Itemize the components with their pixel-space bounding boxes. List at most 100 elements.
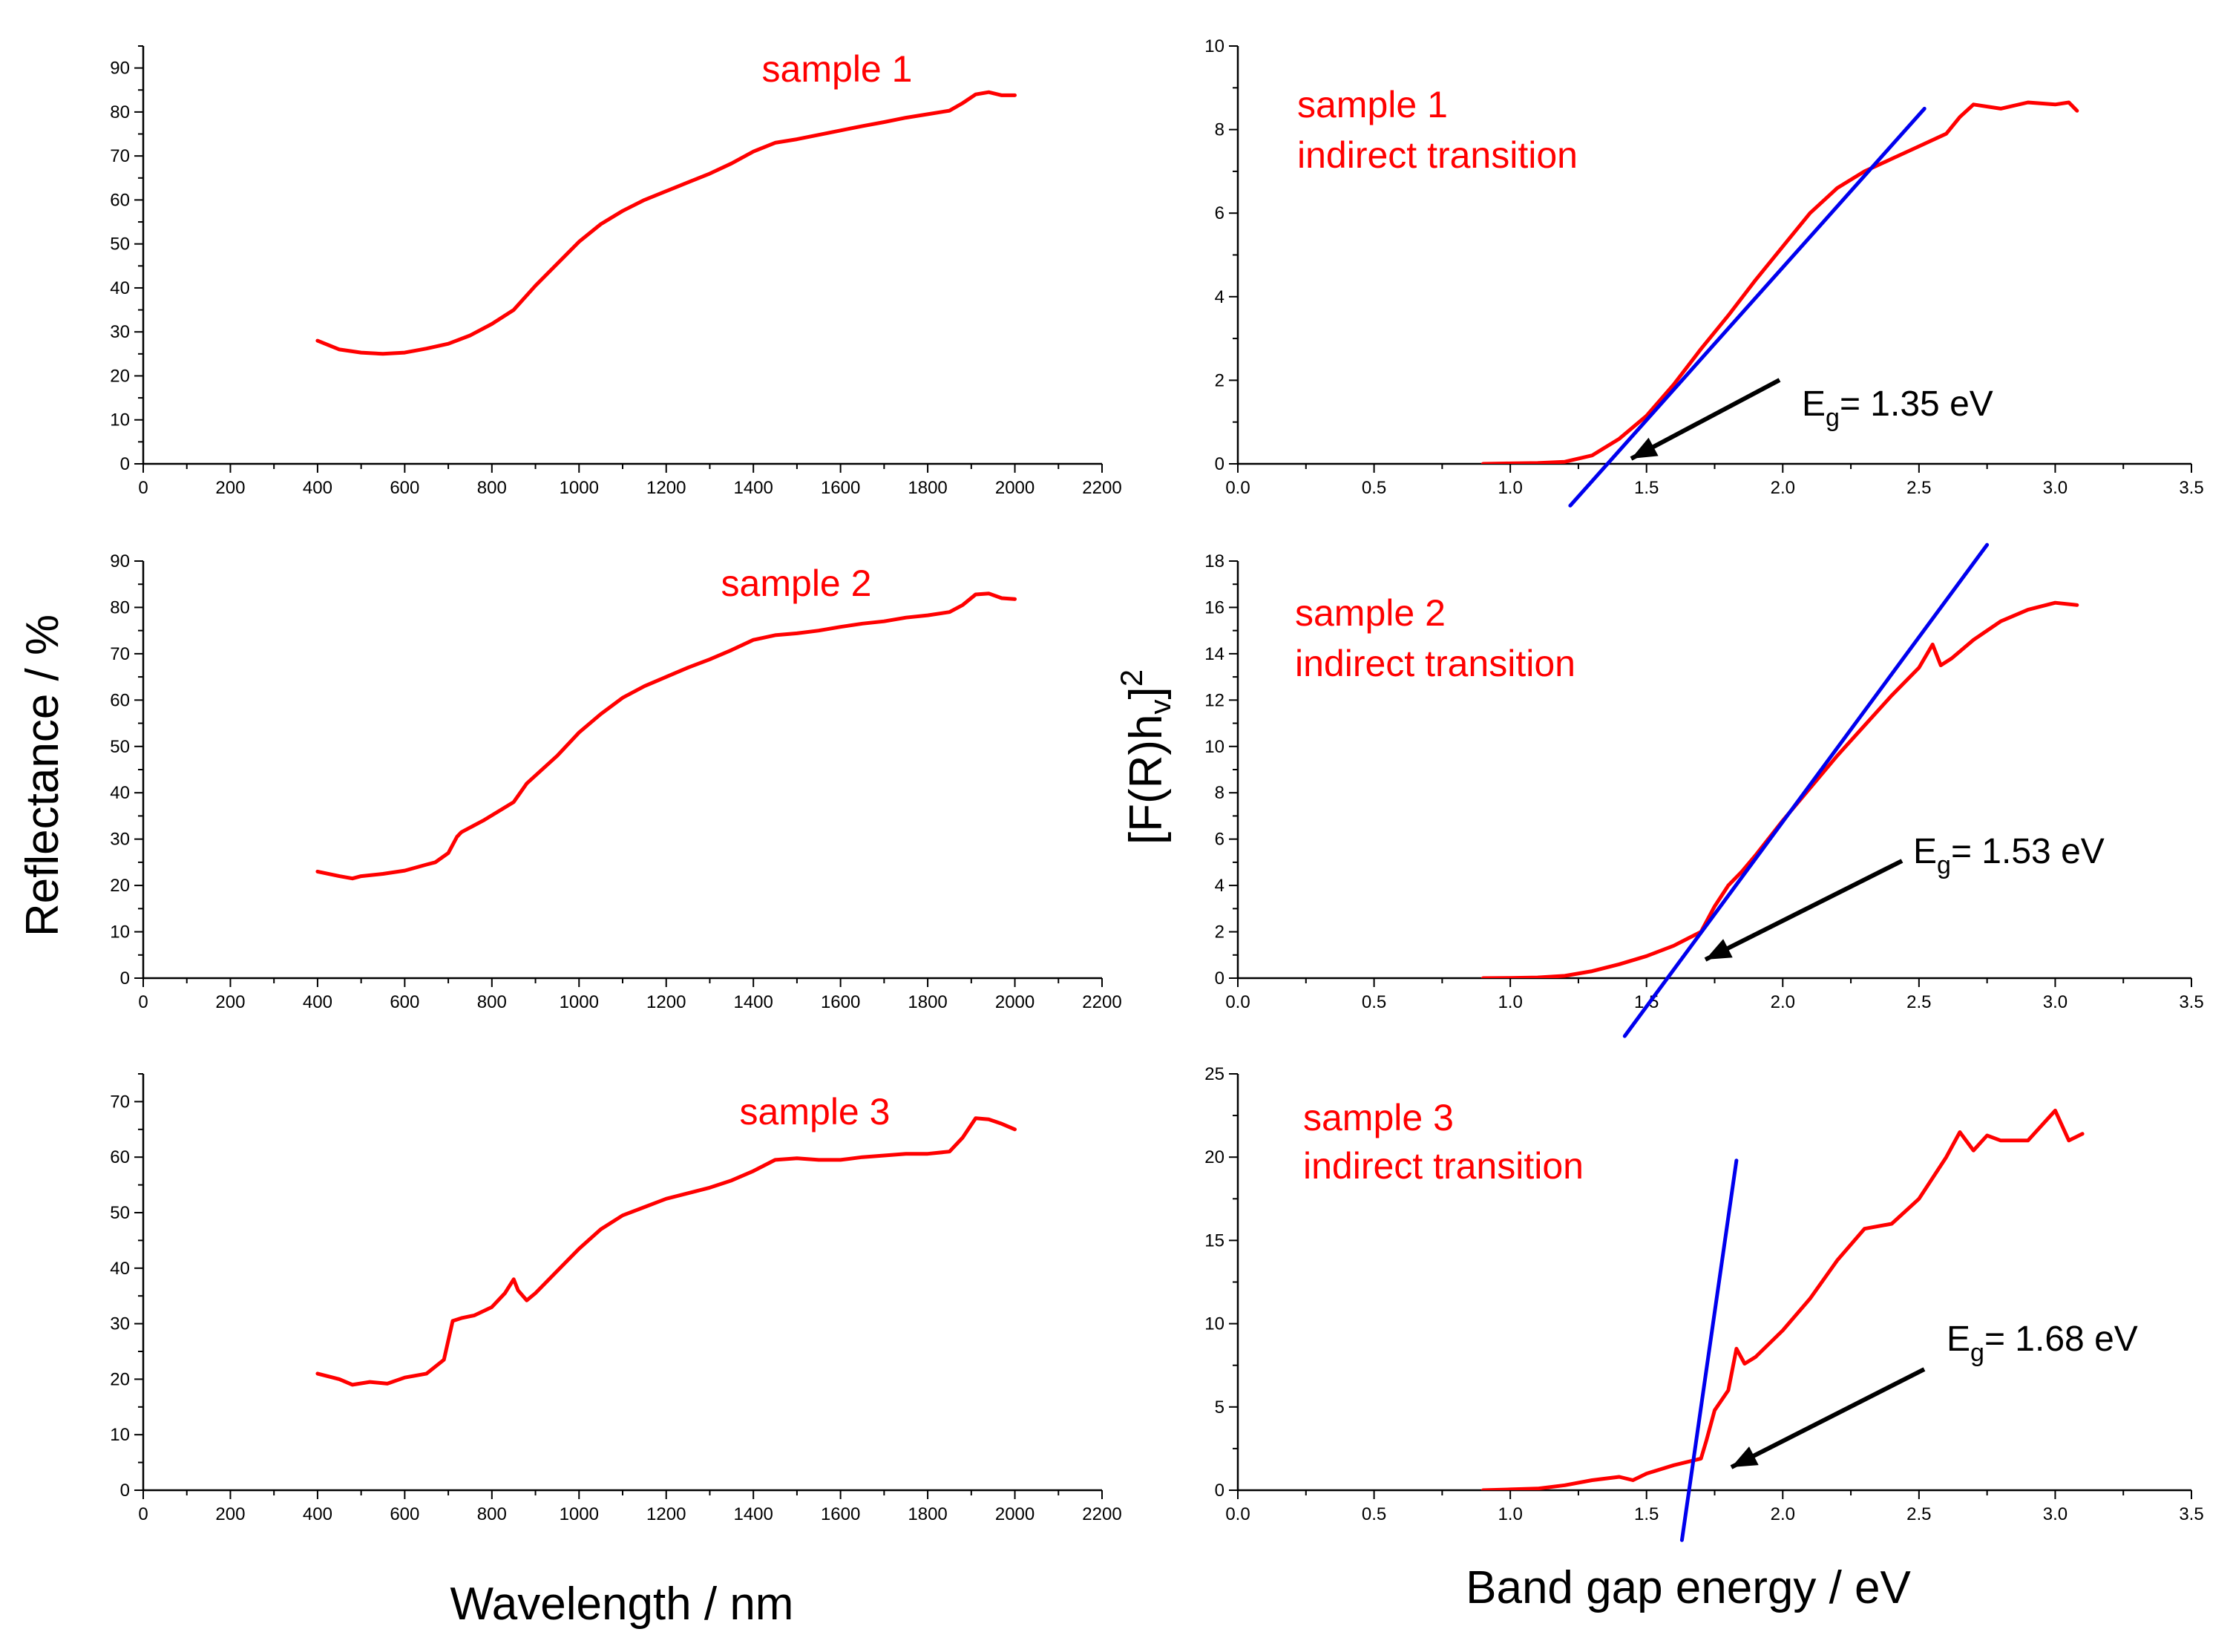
- tauc-axis-title-nu: v: [1144, 699, 1177, 714]
- tauc-3-annot-g: g: [1970, 1339, 1984, 1367]
- refl-3-ytick-label: 0: [120, 1481, 130, 1501]
- refl-3-xtick-label: 1400: [733, 1504, 773, 1524]
- refl-1-xtick-label: 400: [303, 478, 332, 498]
- refl-1-panel: 0 200 400 600 800 1000 1200 1400 1600 1800 2000 220…: [110, 45, 1122, 498]
- refl-3-xtick-label: 1200: [646, 1504, 686, 1524]
- refl-3-data-line: [315, 1116, 1017, 1387]
- tauc-3-data-line: [1481, 1108, 2085, 1490]
- tauc-2-ytick-label: 16: [1204, 597, 1224, 617]
- tauc-1-panel: 0.0 0.5 1.0 1.5 2.0 2.5 3.0 3.5 0 2 4 6 8 10 sample 1 i…: [1204, 36, 2204, 508]
- tauc-2-xtick-label: 2.0: [1771, 992, 1795, 1012]
- tauc-2-xtick-label: 0.5: [1362, 992, 1386, 1012]
- refl-2-ytick-label: 90: [110, 551, 130, 571]
- refl-2-xtick-label: 2200: [1082, 992, 1121, 1012]
- refl-2-xtick-label: 1600: [821, 992, 860, 1012]
- refl-3-ytick-label: 10: [110, 1425, 130, 1445]
- tauc-1-xtick-label: 2.5: [1906, 478, 1931, 498]
- tauc-1-ytick-label: 6: [1215, 203, 1224, 223]
- refl-3-xtick-label: 1600: [821, 1504, 860, 1524]
- tauc-3-ytick-label: 20: [1204, 1147, 1224, 1167]
- tauc-3-subtitle: indirect transition: [1303, 1145, 1584, 1187]
- refl-3-xtick-label: 2200: [1082, 1504, 1121, 1524]
- tauc-3-ytick-label: 10: [1204, 1314, 1224, 1334]
- tauc-1-annot-value: = 1.35 eV: [1840, 384, 1993, 424]
- tauc-2-annot-g: g: [1937, 851, 1951, 879]
- tauc-1-ytick-label: 0: [1215, 454, 1224, 474]
- refl-2-xtick-label: 600: [390, 992, 419, 1012]
- tauc-2-ytick-label: 0: [1215, 968, 1224, 989]
- refl-2-ytick-label: 30: [110, 830, 130, 850]
- tauc-3-ytick-label: 0: [1215, 1481, 1224, 1501]
- refl-1-ytick-label: 90: [110, 59, 130, 79]
- tauc-2-xtick-label: 3.5: [2179, 992, 2203, 1012]
- tauc-3-xtick-label: 0.0: [1225, 1504, 1250, 1524]
- refl-2-xtick-label: 1200: [646, 992, 686, 1012]
- tauc-1-arrow-head: [1631, 437, 1659, 459]
- tauc-3-arrow-head: [1731, 1446, 1759, 1467]
- tauc-1-annot-e: E: [1802, 384, 1826, 424]
- tauc-3-fit-line: [1679, 1158, 1739, 1542]
- tauc-1-xtick-label: 2.0: [1771, 478, 1795, 498]
- tauc-1-xtick-label: 3.0: [2043, 478, 2068, 498]
- refl-1-ytick-label: 50: [110, 235, 130, 255]
- refl-1-ytick-label: 10: [110, 410, 130, 430]
- refl-3-xtick-label: 200: [215, 1504, 245, 1524]
- refl-1-xtick-label: 1200: [646, 478, 686, 498]
- refl-3-ytick-label: 70: [110, 1092, 130, 1112]
- refl-3-title: sample 3: [740, 1091, 891, 1133]
- refl-1-xtick-label: 2200: [1082, 478, 1121, 498]
- tauc-1-fit-line: [1568, 106, 1927, 508]
- tauc-1-xtick-label: 0.0: [1225, 478, 1250, 498]
- tauc-2-xtick-label: 3.0: [2043, 992, 2068, 1012]
- refl-1-ytick-label: 60: [110, 190, 130, 210]
- tauc-1-ytick-label: 8: [1215, 120, 1224, 140]
- refl-2-xtick-label: 1000: [560, 992, 599, 1012]
- tauc-2-ytick-label: 10: [1204, 737, 1224, 757]
- refl-1-xtick-label: 1600: [821, 478, 860, 498]
- tauc-3-xtick-label: 0.5: [1362, 1504, 1386, 1524]
- tauc-1-title: sample 1: [1297, 84, 1448, 125]
- tauc-2-ytick-label: 12: [1204, 690, 1224, 710]
- refl-2-ytick-label: 70: [110, 644, 130, 664]
- tauc-2-band-gap-annotation: Eg= 1.53 eV: [1913, 832, 2105, 879]
- refl-3-xtick-label: 600: [390, 1504, 419, 1524]
- refl-1-xtick-label: 200: [215, 478, 245, 498]
- tauc-2-xtick-label: 0.0: [1225, 992, 1250, 1012]
- band-gap-axis-title: Band gap energy / eV: [1466, 1562, 1911, 1613]
- refl-3-ytick-label: 20: [110, 1369, 130, 1389]
- tauc-3-xtick-label: 3.5: [2179, 1504, 2203, 1524]
- refl-1-xtick-label: 2000: [995, 478, 1034, 498]
- tauc-3-annot-value: = 1.68 eV: [1984, 1320, 2138, 1359]
- tauc-axis-title-bracket: ]: [1121, 686, 1172, 699]
- tauc-2-ytick-label: 2: [1215, 922, 1224, 943]
- tauc-2-ytick-label: 6: [1215, 830, 1224, 850]
- tauc-axis-title-exponent: 2: [1114, 669, 1149, 686]
- tauc-3-ytick-label: 5: [1215, 1397, 1224, 1417]
- tauc-2-subtitle: indirect transition: [1295, 643, 1575, 684]
- refl-2-xtick-label: 1400: [733, 992, 773, 1012]
- refl-3-ytick-label: 50: [110, 1203, 130, 1223]
- tauc-3-ytick-label: 25: [1204, 1064, 1224, 1084]
- refl-1-ytick-label: 30: [110, 322, 130, 342]
- refl-3-ytick-label: 30: [110, 1314, 130, 1334]
- refl-1-xtick-label: 800: [477, 478, 507, 498]
- refl-2-xtick-label: 200: [215, 992, 245, 1012]
- tauc-1-xtick-label: 1.5: [1634, 478, 1659, 498]
- tauc-1-band-gap-annotation: Eg= 1.35 eV: [1802, 384, 1993, 432]
- refl-2-ytick-label: 60: [110, 690, 130, 710]
- refl-2-xtick-label: 0: [138, 992, 148, 1012]
- tauc-2-ytick-label: 4: [1215, 876, 1224, 896]
- tauc-3-title: sample 3: [1303, 1097, 1454, 1138]
- refl-2-xtick-label: 400: [303, 992, 332, 1012]
- tauc-1-ytick-label: 2: [1215, 370, 1224, 390]
- refl-1-ytick-label: 40: [110, 278, 130, 298]
- refl-3-xtick-label: 1800: [908, 1504, 947, 1524]
- refl-3-ytick-label: 40: [110, 1259, 130, 1279]
- refl-1-ytick-label: 0: [120, 454, 130, 474]
- refl-1-xtick-label: 0: [138, 478, 148, 498]
- tauc-axis-title-main: [F(R)h: [1121, 714, 1172, 845]
- refl-3-panel: 0 200 400 600 800 1000 1200 1400 1600 1800 2000 220…: [110, 1073, 1122, 1524]
- tauc-1-subtitle: indirect transition: [1297, 134, 1578, 176]
- refl-1-xtick-label: 600: [390, 478, 419, 498]
